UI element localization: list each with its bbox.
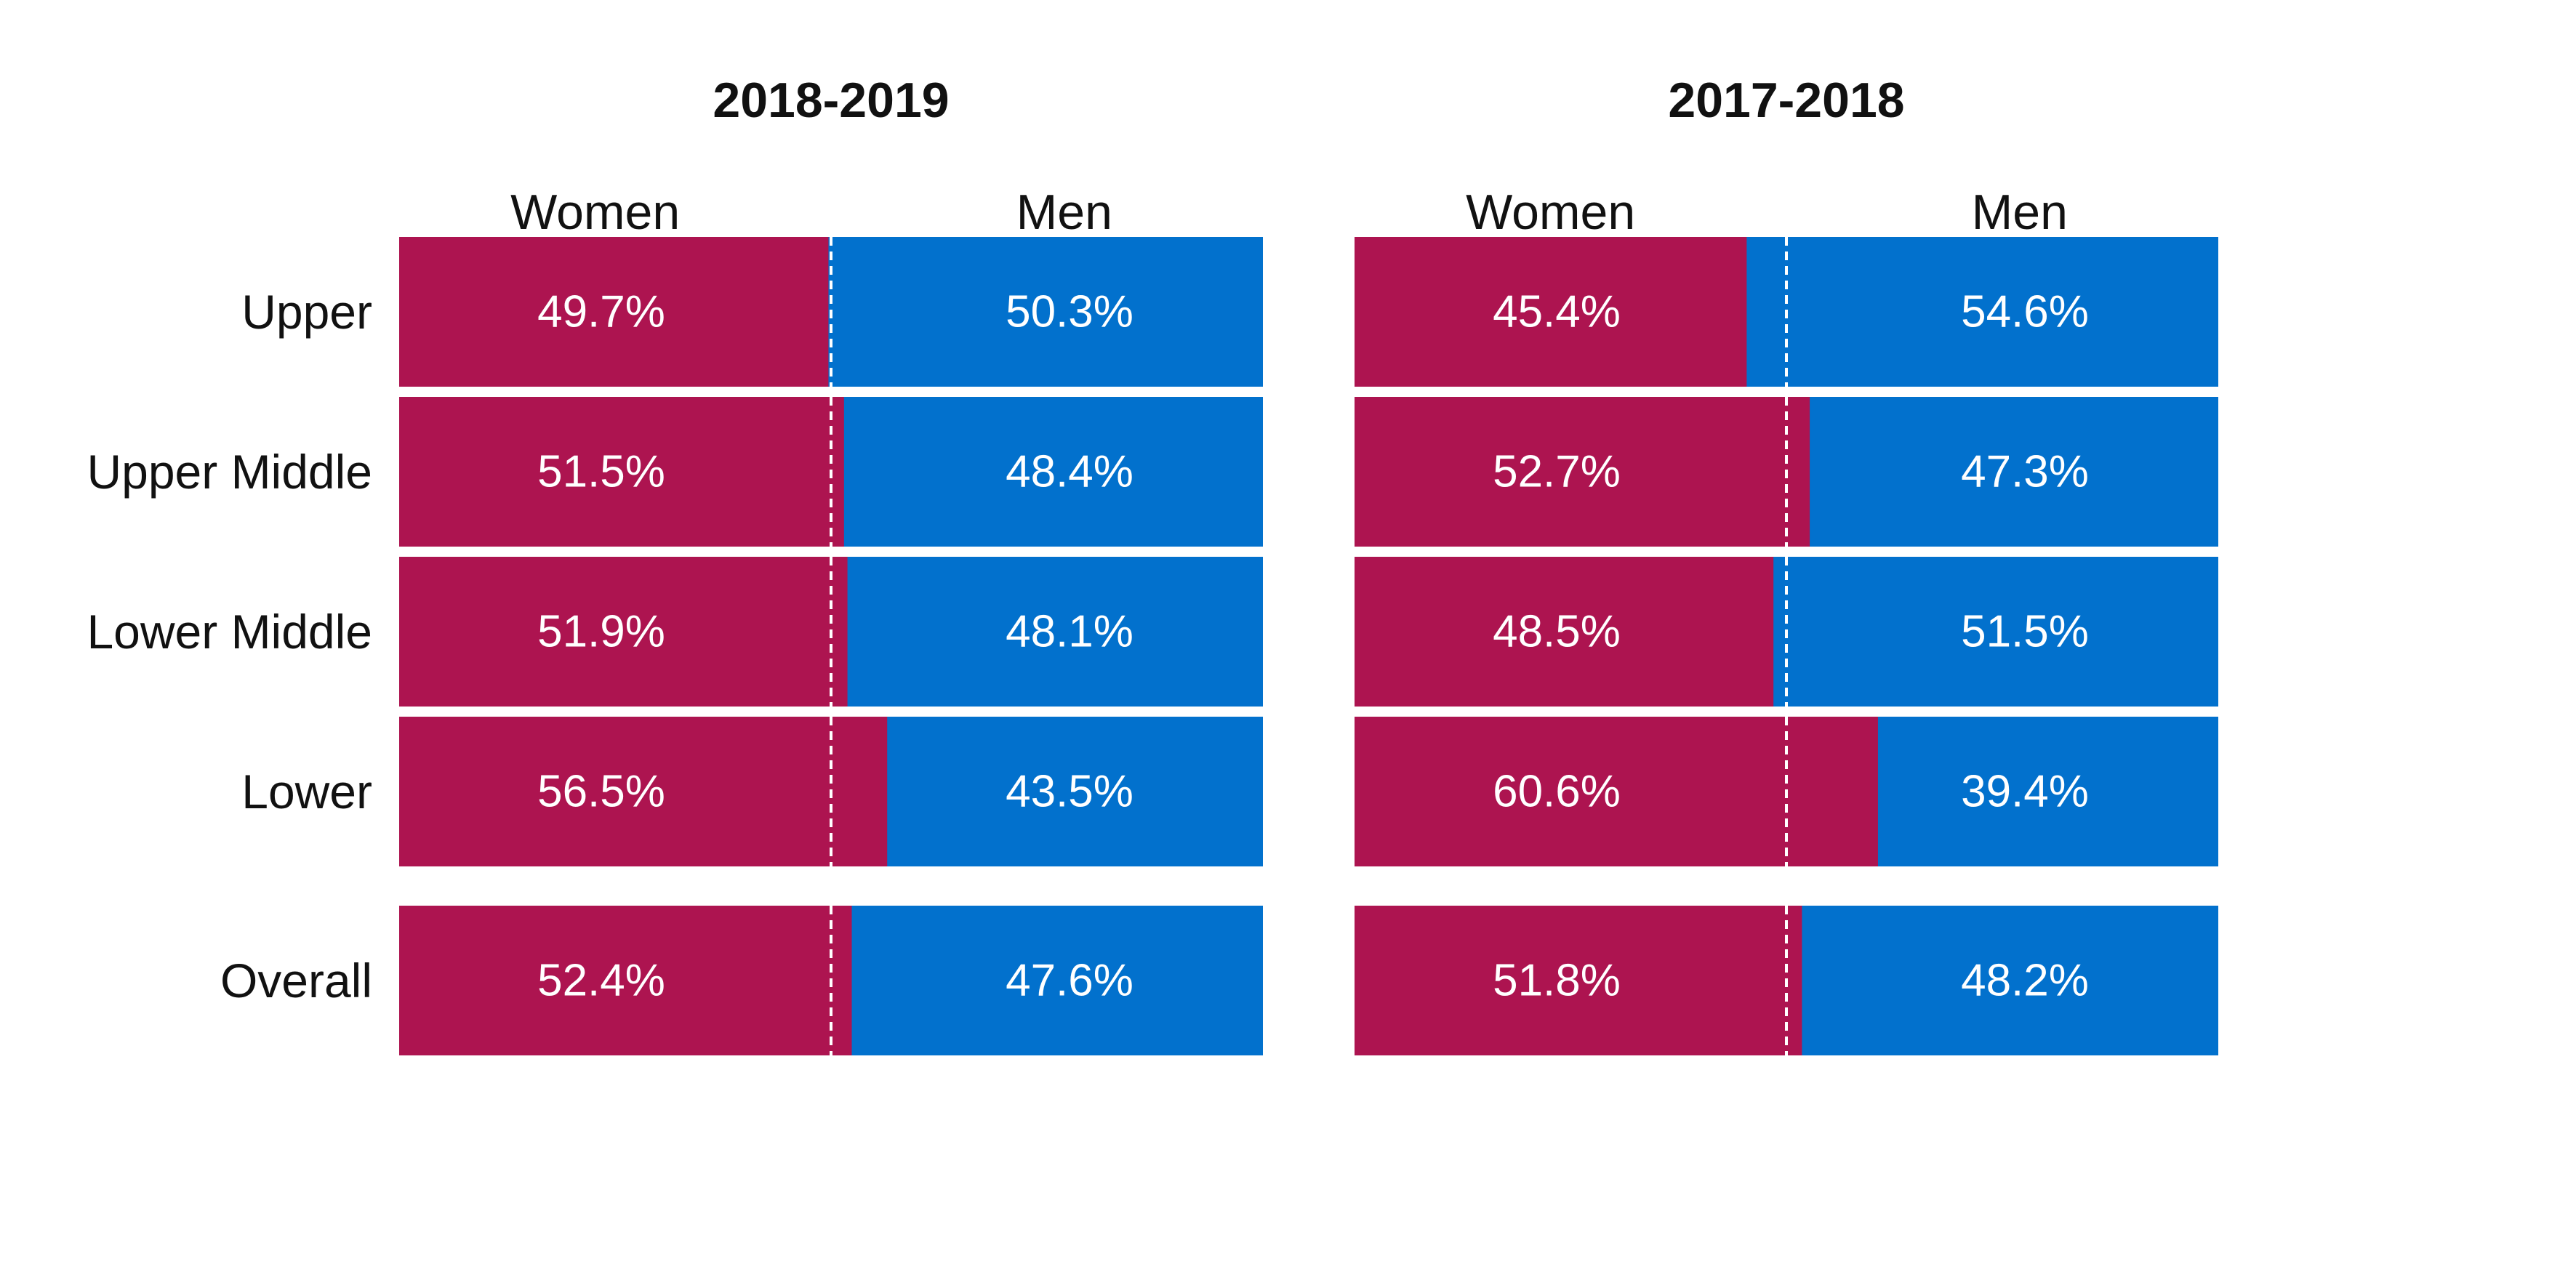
bar-women [1355, 397, 1810, 547]
data-label-women: 52.7% [1493, 447, 1621, 497]
data-label-women: 56.5% [537, 767, 665, 817]
column-header-women: Women [1466, 185, 1635, 240]
data-label-women: 48.5% [1493, 607, 1621, 657]
column-header-men: Men [1972, 185, 2068, 240]
data-label-men: 48.2% [1961, 956, 2089, 1006]
data-label-men: 50.3% [1006, 287, 1133, 337]
bar-women [1355, 237, 1747, 387]
data-label-men: 47.6% [1006, 956, 1133, 1006]
data-label-men: 48.1% [1006, 607, 1133, 657]
row-label-upper-middle: Upper Middle [87, 445, 372, 499]
column-header-women: Women [510, 185, 680, 240]
data-label-men: 39.4% [1961, 767, 2089, 817]
column-header-men: Men [1016, 185, 1112, 240]
bar-row-lower-middle: 48.5% 51.5% [1355, 557, 2218, 707]
data-label-women: 60.6% [1493, 767, 1621, 817]
bar-women [399, 397, 844, 547]
bar-row-upper-middle: 52.7% 47.3% [1355, 397, 2218, 547]
row-label-upper: Upper [241, 285, 372, 339]
data-label-men: 43.5% [1006, 767, 1133, 817]
data-label-men: 47.3% [1961, 447, 2089, 497]
bar-row-upper-middle: 51.5% 48.4% [399, 397, 1263, 547]
bar-row-lower: 56.5% 43.5% [399, 717, 1263, 866]
data-label-men: 48.4% [1006, 447, 1133, 497]
data-label-women: 49.7% [537, 287, 665, 337]
row-label-lower: Lower [241, 765, 372, 818]
bar-women [1355, 906, 1802, 1055]
data-label-women: 51.9% [537, 607, 665, 657]
bar-row-lower-middle: 51.9% 48.1% [399, 557, 1263, 707]
bar-row-upper: 45.4% 54.6% [1355, 237, 2218, 387]
bar-row-overall: 52.4% 47.6% [399, 906, 1263, 1055]
data-label-women: 51.8% [1493, 956, 1621, 1006]
bar-women [399, 237, 829, 387]
bar-row-overall: 51.8% 48.2% [1355, 906, 2218, 1055]
panel-2017-2018: 2017-2018 Women Men 45.4% 54.6% 52.7% 47.3% 48.… [1355, 73, 2218, 1055]
data-label-men: 51.5% [1961, 607, 2089, 657]
row-label-lower-middle: Lower Middle [87, 605, 372, 659]
panel-title: 2017-2018 [1668, 73, 1904, 128]
bar-women [1355, 717, 1878, 866]
data-label-men: 54.6% [1961, 287, 2089, 337]
data-label-women: 52.4% [537, 956, 665, 1006]
row-label-overall: Overall [220, 954, 372, 1007]
bar-women [399, 906, 852, 1055]
bar-row-upper: 49.7% 50.3% [399, 237, 1263, 387]
panel-title: 2018-2019 [713, 73, 949, 128]
bar-row-lower: 60.6% 39.4% [1355, 717, 2218, 866]
bar-women [399, 717, 888, 866]
bar-women [1355, 557, 1774, 707]
bar-women [399, 557, 848, 707]
data-label-women: 51.5% [537, 447, 665, 497]
data-label-women: 45.4% [1493, 287, 1621, 337]
